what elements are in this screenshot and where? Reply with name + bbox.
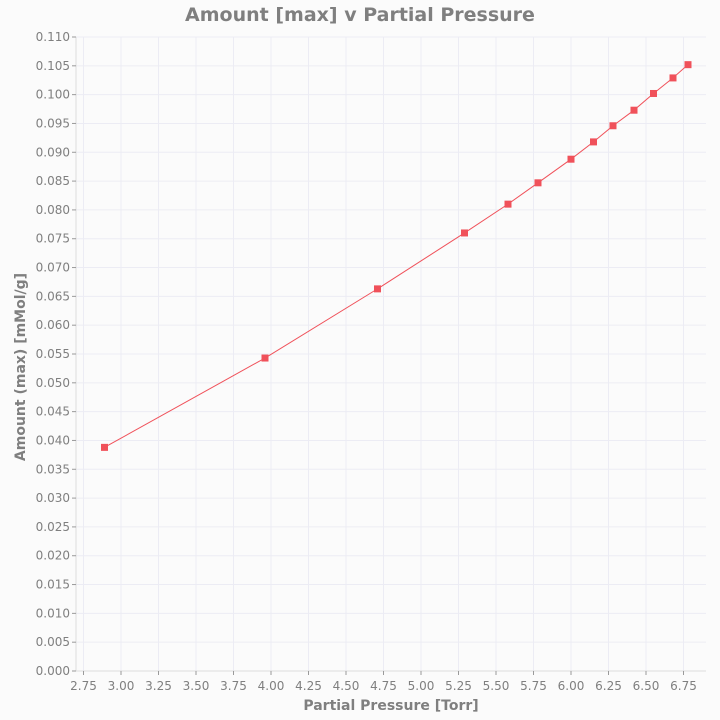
x-tick-label: 4.50 xyxy=(333,679,360,693)
y-tick-label: 0.080 xyxy=(36,203,70,217)
data-point xyxy=(374,285,381,293)
x-tick-label: 5.25 xyxy=(445,679,472,693)
data-point xyxy=(101,443,108,451)
x-tick-label: 3.75 xyxy=(220,679,247,693)
x-tick-label: 5.00 xyxy=(408,679,435,693)
series xyxy=(101,61,692,451)
y-axis-label: Amount (max) [mMol/g] xyxy=(13,273,29,461)
data-point xyxy=(261,354,269,362)
data-point xyxy=(684,61,692,69)
y-tick-label: 0.075 xyxy=(36,232,70,246)
x-tick-label: 4.75 xyxy=(370,679,397,693)
x-axis-label: Partial Pressure [Torr] xyxy=(303,698,478,714)
y-tick-label: 0.055 xyxy=(36,347,70,361)
x-tick-label: 5.75 xyxy=(520,679,547,693)
y-tick-label: 0.050 xyxy=(36,376,70,390)
y-tick-label: 0.085 xyxy=(36,174,70,188)
x-tick-label: 4.25 xyxy=(295,679,322,693)
y-tick-label: 0.070 xyxy=(36,261,70,275)
x-tick-label: 4.00 xyxy=(258,679,285,693)
y-tick-label: 0.000 xyxy=(36,664,70,678)
y-tick-label: 0.025 xyxy=(36,520,70,534)
x-tick-label: 6.00 xyxy=(558,679,585,693)
x-tick-label: 3.50 xyxy=(183,679,210,693)
y-tick-label: 0.015 xyxy=(36,578,70,592)
y-tick-label: 0.105 xyxy=(36,59,70,73)
x-tick-label: 6.75 xyxy=(670,679,697,693)
series-line xyxy=(104,64,689,448)
data-point xyxy=(630,106,638,114)
y-tick-label: 0.045 xyxy=(36,405,70,419)
x-tick-label: 6.50 xyxy=(633,679,660,693)
grid xyxy=(76,36,706,672)
y-tick-label: 0.110 xyxy=(36,30,70,44)
data-point xyxy=(504,200,512,208)
data-point xyxy=(609,122,617,130)
data-point xyxy=(461,229,468,237)
ticks: 0.000 0.005 0.010 0.015 0.020 0.025 0.030 0.035… xyxy=(36,30,697,693)
x-tick-label: 3.25 xyxy=(145,679,172,693)
chart-title: Amount [max] v Partial Pressure xyxy=(185,4,535,26)
y-tick-label: 0.010 xyxy=(36,606,70,620)
y-tick-label: 0.030 xyxy=(36,491,70,505)
y-tick-label: 0.100 xyxy=(36,88,70,102)
x-tick-label: 2.75 xyxy=(70,679,97,693)
data-point xyxy=(567,155,575,163)
x-tick-label: 5.50 xyxy=(483,679,510,693)
x-tick-label: 6.25 xyxy=(595,679,622,693)
data-point xyxy=(650,89,657,97)
data-point xyxy=(669,74,677,82)
data-point xyxy=(534,179,542,187)
y-tick-label: 0.035 xyxy=(36,462,70,476)
y-tick-label: 0.040 xyxy=(36,433,70,447)
y-tick-label: 0.090 xyxy=(36,145,70,159)
data-point xyxy=(590,138,597,146)
y-tick-label: 0.060 xyxy=(36,318,70,332)
y-tick-label: 0.005 xyxy=(36,635,70,649)
x-tick-label: 3.00 xyxy=(108,679,135,693)
y-tick-label: 0.095 xyxy=(36,116,70,130)
y-tick-label: 0.020 xyxy=(36,549,70,563)
y-tick-label: 0.065 xyxy=(36,289,70,303)
